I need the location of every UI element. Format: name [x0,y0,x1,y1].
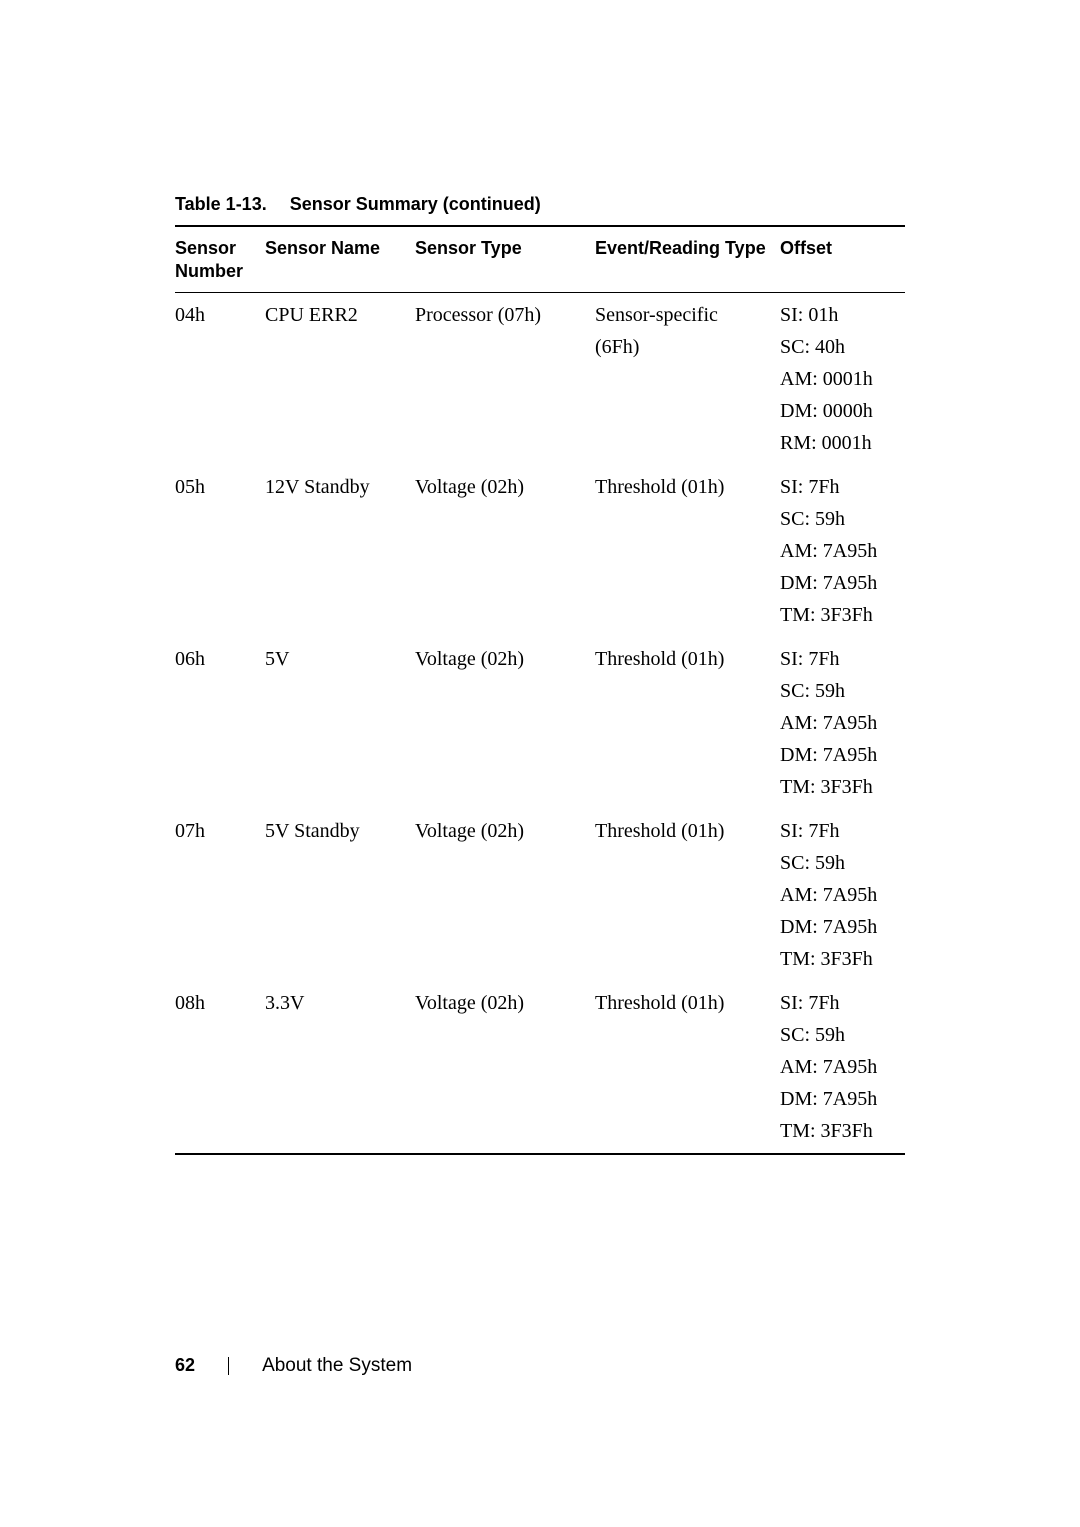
cell-event-reading-type: Sensor-specific (6Fh) [595,293,780,466]
cell-event-reading-type: Threshold (01h) [595,637,780,809]
cell-event-reading-type: Threshold (01h) [595,981,780,1154]
event-line: Threshold (01h) [595,987,774,1019]
offset-value: SC: 59h [780,503,899,535]
offset-value: AM: 7A95h [780,535,899,567]
table-row: 06h 5V Voltage (02h) Threshold (01h) SI:… [175,637,905,809]
offset-value: DM: 7A95h [780,567,899,599]
cell-sensor-type: Voltage (02h) [415,637,595,809]
offset-value: AM: 7A95h [780,879,899,911]
offset-value: TM: 3F3Fh [780,1115,899,1147]
table-row: 08h 3.3V Voltage (02h) Threshold (01h) S… [175,981,905,1154]
page-number: 62 [175,1355,195,1376]
offset-value: AM: 7A95h [780,1051,899,1083]
footer-separator [228,1357,229,1375]
cell-event-reading-type: Threshold (01h) [595,465,780,637]
offset-value: SI: 7Fh [780,471,899,503]
event-line: Threshold (01h) [595,643,774,675]
offset-value: RM: 0001h [780,427,899,459]
cell-sensor-type: Voltage (02h) [415,465,595,637]
offset-value: AM: 7A95h [780,707,899,739]
table-row: 07h 5V Standby Voltage (02h) Threshold (… [175,809,905,981]
event-line: Threshold (01h) [595,471,774,503]
offset-value: SC: 59h [780,1019,899,1051]
cell-offset: SI: 01h SC: 40h AM: 0001h DM: 0000h RM: … [780,293,905,466]
cell-sensor-number: 05h [175,465,265,637]
offset-value: AM: 0001h [780,363,899,395]
offset-value: SI: 01h [780,299,899,331]
offset-value: TM: 3F3Fh [780,771,899,803]
caption-title: Sensor Summary (continued) [290,194,541,214]
cell-sensor-number: 08h [175,981,265,1154]
cell-sensor-name: 3.3V [265,981,415,1154]
table-row: 05h 12V Standby Voltage (02h) Threshold … [175,465,905,637]
cell-sensor-type: Processor (07h) [415,293,595,466]
cell-sensor-name: 12V Standby [265,465,415,637]
event-line: Sensor-specific [595,299,774,331]
cell-sensor-number: 07h [175,809,265,981]
footer-section-title: About the System [262,1355,412,1376]
table-caption: Table 1-13. Sensor Summary (continued) [175,194,905,215]
cell-sensor-name: CPU ERR2 [265,293,415,466]
offset-value: SC: 40h [780,331,899,363]
cell-offset: SI: 7Fh SC: 59h AM: 7A95h DM: 7A95h TM: … [780,981,905,1154]
cell-offset: SI: 7Fh SC: 59h AM: 7A95h DM: 7A95h TM: … [780,637,905,809]
page-footer: 62 About the System [175,1355,412,1377]
page-content: Table 1-13. Sensor Summary (continued) S… [175,194,905,1155]
cell-offset: SI: 7Fh SC: 59h AM: 7A95h DM: 7A95h TM: … [780,465,905,637]
cell-sensor-number: 04h [175,293,265,466]
col-header-sensor-type: Sensor Type [415,226,595,293]
col-header-offset: Offset [780,226,905,293]
offset-value: SC: 59h [780,847,899,879]
col-header-sensor-name: Sensor Name [265,226,415,293]
cell-sensor-type: Voltage (02h) [415,981,595,1154]
cell-event-reading-type: Threshold (01h) [595,809,780,981]
offset-value: TM: 3F3Fh [780,599,899,631]
caption-label: Table 1-13. [175,194,267,215]
offset-value: SI: 7Fh [780,643,899,675]
col-header-sensor-number: Sensor Number [175,226,265,293]
offset-value: DM: 7A95h [780,739,899,771]
cell-offset: SI: 7Fh SC: 59h AM: 7A95h DM: 7A95h TM: … [780,809,905,981]
table-row: 04h CPU ERR2 Processor (07h) Sensor-spec… [175,293,905,466]
cell-sensor-name: 5V Standby [265,809,415,981]
table-header-row: Sensor Number Sensor Name Sensor Type Ev… [175,226,905,293]
cell-sensor-type: Voltage (02h) [415,809,595,981]
sensor-summary-table: Sensor Number Sensor Name Sensor Type Ev… [175,225,905,1155]
event-line: (6Fh) [595,331,774,363]
offset-value: DM: 7A95h [780,1083,899,1115]
offset-value: SI: 7Fh [780,815,899,847]
col-header-event-reading-type: Event/Reading Type [595,226,780,293]
cell-sensor-number: 06h [175,637,265,809]
offset-value: TM: 3F3Fh [780,943,899,975]
event-line: Threshold (01h) [595,815,774,847]
cell-sensor-name: 5V [265,637,415,809]
offset-value: DM: 0000h [780,395,899,427]
offset-value: SI: 7Fh [780,987,899,1019]
offset-value: SC: 59h [780,675,899,707]
offset-value: DM: 7A95h [780,911,899,943]
